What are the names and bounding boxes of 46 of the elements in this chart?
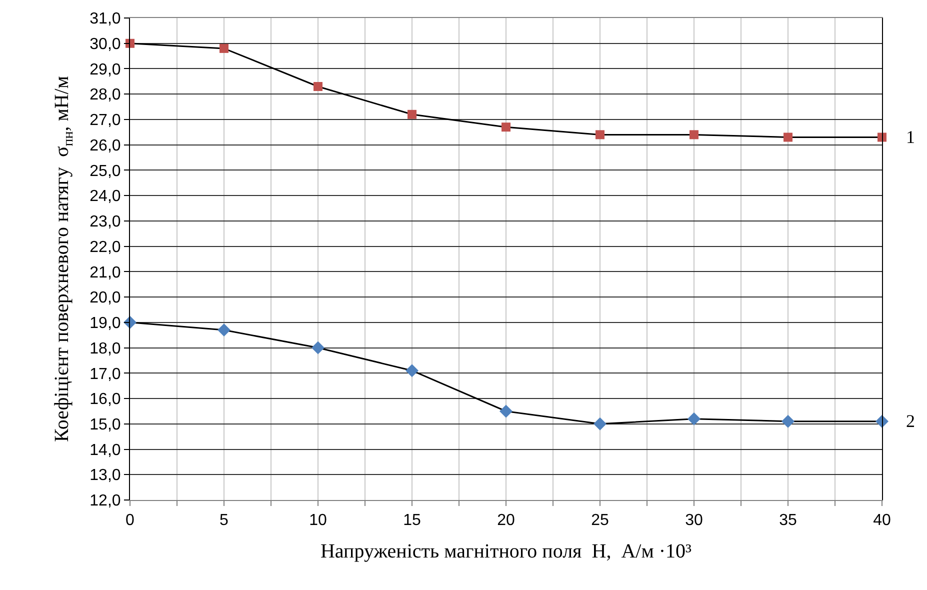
x-tick-label: 40 bbox=[873, 512, 891, 530]
point bbox=[406, 364, 418, 378]
y-tick-label: 28,0 bbox=[90, 86, 121, 104]
y-tick-label: 16,0 bbox=[90, 391, 121, 408]
point bbox=[500, 404, 512, 418]
y-tick-label: 20,0 bbox=[90, 290, 121, 307]
point bbox=[220, 44, 228, 53]
y-tick-label: 14,0 bbox=[90, 442, 121, 459]
point bbox=[690, 130, 698, 140]
x-axis-title: Напруженість магнітного поля H, А/м ·10³ bbox=[320, 540, 692, 563]
x-tick-label: 30 bbox=[685, 512, 703, 530]
x-tick-label: 25 bbox=[591, 512, 609, 530]
y-tick-label: 22,0 bbox=[90, 238, 121, 256]
x-tick-label: 20 bbox=[497, 512, 515, 530]
x-tick-label: 0 bbox=[126, 512, 135, 530]
point bbox=[596, 130, 604, 140]
x-tick-label: 15 bbox=[403, 512, 421, 530]
series-label: 2 bbox=[906, 411, 915, 431]
point bbox=[594, 417, 606, 430]
y-tick-label: 25,0 bbox=[90, 162, 121, 180]
series-label: 1 bbox=[906, 127, 915, 147]
y-tick-label: 30,0 bbox=[90, 36, 121, 53]
y-tick-label: 13,0 bbox=[90, 467, 121, 484]
point bbox=[408, 110, 416, 119]
x-tick-label: 10 bbox=[309, 512, 327, 530]
x-tick-label: 5 bbox=[220, 512, 229, 530]
y-tick-label: 19,0 bbox=[90, 315, 121, 332]
point bbox=[312, 341, 324, 354]
y-tick-label: 31,0 bbox=[90, 10, 121, 28]
y-tick-label: 17,0 bbox=[90, 366, 121, 383]
y-tick-label: 18,0 bbox=[90, 340, 121, 358]
y-tick-label: 12,0 bbox=[90, 492, 121, 510]
y-tick-label: 15,0 bbox=[90, 416, 121, 434]
point bbox=[314, 82, 322, 91]
y-tick-label: 23,0 bbox=[90, 214, 121, 231]
point bbox=[782, 414, 794, 428]
point bbox=[784, 132, 792, 142]
point bbox=[502, 122, 510, 132]
point bbox=[688, 412, 700, 426]
point bbox=[218, 324, 230, 337]
y-tick-label: 26,0 bbox=[90, 137, 121, 154]
x-tick-label: 35 bbox=[779, 512, 797, 530]
y-tick-label: 27,0 bbox=[90, 112, 121, 130]
y-tick-label: 24,0 bbox=[90, 188, 121, 206]
y-tick-label: 21,0 bbox=[90, 264, 121, 282]
y-tick-label: 29,0 bbox=[90, 61, 121, 78]
